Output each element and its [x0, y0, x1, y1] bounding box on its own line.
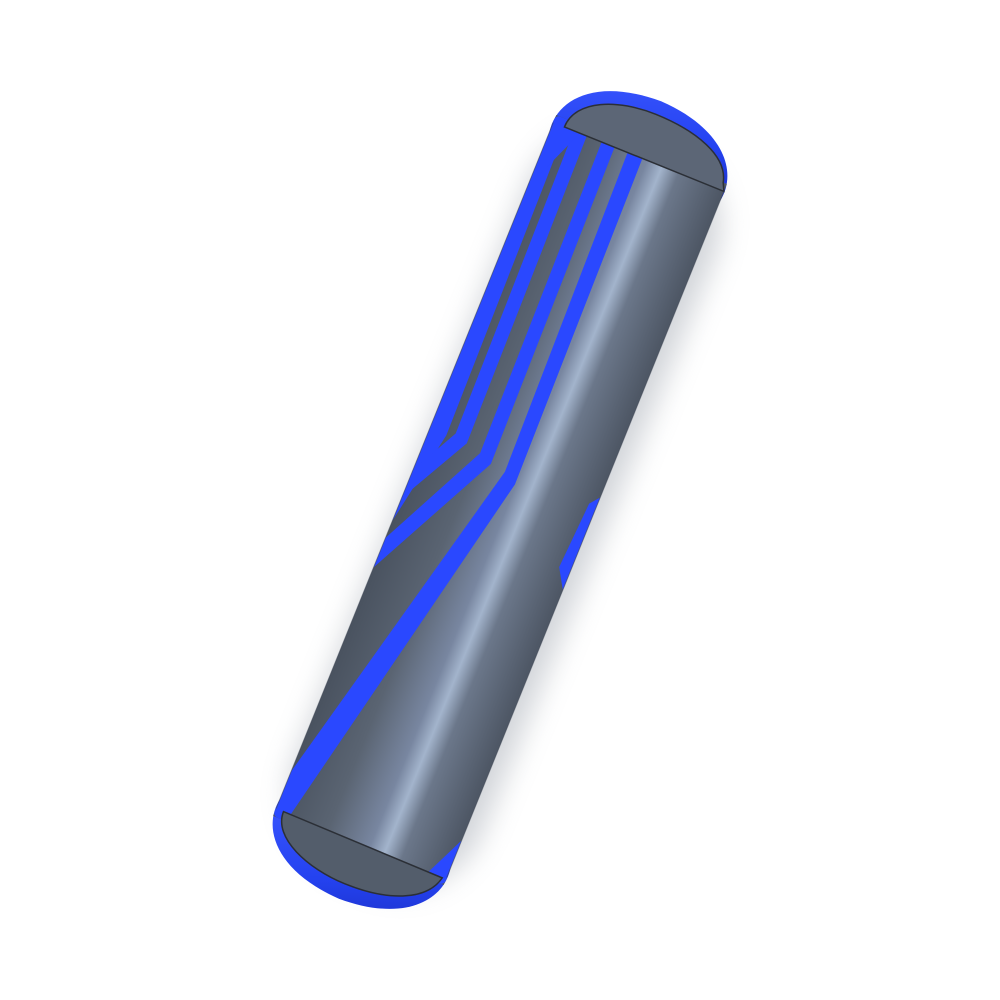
- left-edge-band: [392, 115, 570, 522]
- chevron-stripe-outer: [401, 123, 590, 498]
- body-left-edge: [275, 122, 554, 809]
- body-right-edge: [446, 191, 725, 878]
- chevron-stripe-middle: [373, 134, 618, 568]
- top-cap-face: [563, 103, 725, 193]
- cylinder[interactable]: [253, 67, 747, 934]
- chevron-stripe-inner: [273, 145, 646, 822]
- top-left-band: [527, 115, 586, 188]
- bottom-cap-face: [280, 810, 444, 897]
- stripe-pattern: [273, 115, 646, 885]
- right-edge-band: [559, 497, 601, 591]
